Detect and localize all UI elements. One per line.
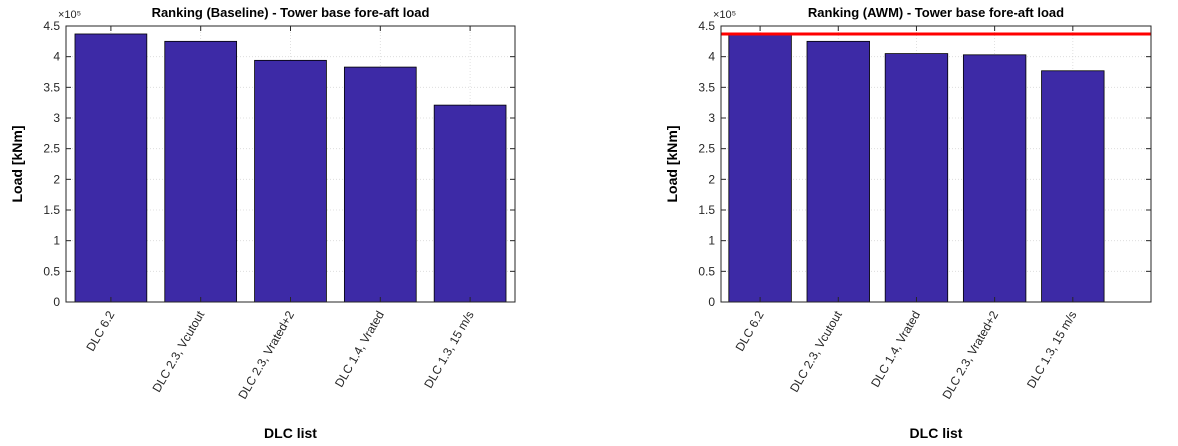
y-axis-label: Load [kNm] [664,126,680,203]
y-tick-label: 2 [53,172,60,186]
x-tick-label: DLC 1.4, Vrated [332,309,387,390]
y-exponent-label: ×10⁵ [713,9,736,21]
y-tick-label: 0.5 [43,264,60,278]
x-axis-label: DLC list [264,425,317,441]
chart-baseline: 0 0.5 1 1.5 2 2.5 3 3.5 4 4.5 DLC 6.2 DLC 2.3, Vcu… [9,5,516,441]
x-tick-label: DLC 1.3, 15 m/s [1024,309,1079,391]
y-tick-label: 1 [708,234,715,248]
chart-awm: 0 0.5 1 1.5 2 2.5 3 3.5 4 4.5 DLC 6.2 DLC 2.3, Vcu… [664,5,1152,441]
y-tick-label: 0.5 [698,264,715,278]
x-axis-label: DLC list [910,425,963,441]
chart-title: Ranking (Baseline) - Tower base fore-aft… [152,5,430,20]
x-tick-label: DLC 1.3, 15 m/s [421,308,476,390]
y-tick-label: 1 [53,234,60,248]
bars [74,33,507,303]
chart-title: Ranking (AWM) - Tower base fore-aft load [808,5,1064,20]
y-tick-label: 2 [708,172,715,186]
y-tick-label: 3 [53,111,60,125]
bar [74,33,148,303]
bar [806,40,870,303]
axes-frame [720,25,1152,303]
x-tick-label: DLC 6.2 [733,308,767,353]
bar [1041,70,1105,303]
x-tick-label: DLC 2.3, Vcutout [149,308,207,395]
y-tick-label: 4 [53,50,60,64]
y-tick-label: 4 [708,50,715,64]
y-tick-label: 2.5 [43,142,60,156]
y-tick-label: 3 [708,111,715,125]
y-tick-label: 0 [708,295,715,309]
y-ticks: 0 0.5 1 1.5 2 2.5 3 3.5 4 4.5 [43,19,515,309]
bar [884,53,949,303]
y-tick-label: 3.5 [43,80,60,94]
x-tick-label: DLC 6.2 [83,308,117,353]
bar [433,104,507,303]
y-tick-label: 4.5 [698,19,715,33]
bar [343,66,417,303]
x-tick-label: DLC 2.3, Vrated+2 [235,308,297,401]
bar [728,33,792,303]
x-tick-label: DLC 1.4, Vrated [868,309,923,390]
x-tick-label: DLC 2.3, Vrated+2 [939,308,1001,401]
bars [728,33,1105,303]
y-tick-label: 1.5 [698,203,715,217]
bar [254,59,327,303]
y-tick-label: 3.5 [698,80,715,94]
y-tick-label: 1.5 [43,203,60,217]
bar [962,54,1027,303]
y-ticks: 0 0.5 1 1.5 2 2.5 3 3.5 4 4.5 [698,19,1151,309]
y-exponent-label: ×10⁵ [58,9,81,21]
y-axis-label: Load [kNm] [9,126,25,203]
y-tick-label: 0 [53,295,60,309]
x-tick-label: DLC 2.3, Vcutout [787,308,845,395]
y-tick-label: 2.5 [698,142,715,156]
y-tick-label: 4.5 [43,19,60,33]
bar [164,40,238,303]
